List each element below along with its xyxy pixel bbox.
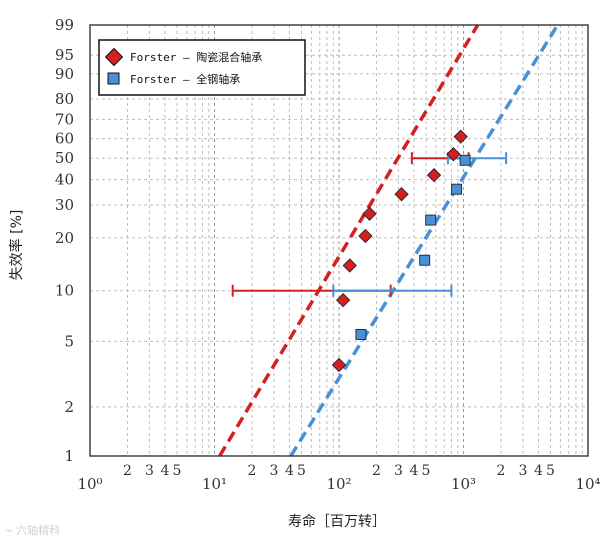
y-tick-label: 40	[55, 171, 74, 189]
x-tick-labels: 10⁰10¹10²10³10⁴234523452345234523	[77, 463, 600, 493]
data-point-ceramic	[342, 258, 357, 273]
x-minor-tick-label: 5	[173, 463, 182, 479]
y-tick-label: 2	[64, 398, 74, 416]
data-point-ceramic	[358, 228, 373, 244]
legend-marker-ceramic	[104, 47, 124, 67]
legend-marker-steel	[107, 72, 120, 85]
x-axis-label: 寿命［百万转］	[288, 513, 386, 530]
y-tick-label: 60	[55, 130, 74, 148]
x-minor-tick-label: 5	[422, 463, 431, 479]
plot-frame	[89, 24, 589, 457]
data-point-steel	[425, 214, 437, 226]
y-tick-label: 70	[55, 110, 74, 128]
data-point-ceramic	[446, 147, 461, 162]
fit-line-0	[218, 24, 480, 457]
error-bars	[231, 152, 508, 297]
data-points	[331, 129, 471, 373]
x-minor-tick-label: 2	[123, 463, 132, 479]
y-tick-label: 50	[55, 149, 74, 167]
data-point-steel	[419, 254, 431, 266]
legend-label-steel: Forster – 全钢轴承	[130, 72, 240, 86]
data-point-ceramic	[394, 187, 409, 202]
x-minor-tick-label: 3	[145, 463, 154, 479]
legend-label-ceramic: Forster – 陶瓷混合轴承	[130, 50, 262, 64]
legend: Forster – 陶瓷混合轴承 Forster – 全钢轴承	[98, 39, 306, 96]
y-tick-label: 80	[55, 90, 74, 108]
data-point-ceramic	[336, 293, 351, 308]
data-point-steel	[459, 154, 471, 166]
data-point-steel	[451, 183, 463, 195]
plot-background	[90, 25, 588, 456]
x-minor-tick-label: 4	[409, 463, 418, 479]
x-minor-tick-label: 2	[248, 463, 257, 479]
y-tick-label: 10	[55, 282, 74, 300]
data-point-ceramic	[331, 357, 347, 373]
x-minor-tick-label: 2	[372, 463, 381, 479]
y-tick-label: 20	[55, 229, 74, 247]
x-major-tick-label: 10³	[451, 475, 476, 493]
x-minor-tick-label: 3	[518, 463, 527, 479]
fit-lines	[218, 24, 560, 457]
x-minor-tick-label: 4	[285, 463, 294, 479]
data-point-ceramic	[426, 168, 442, 183]
x-minor-tick-label: 5	[297, 463, 306, 479]
x-minor-tick-label: 2	[497, 463, 506, 479]
data-point-ceramic	[362, 206, 377, 221]
x-minor-tick-label: 5	[546, 463, 555, 479]
error-bar-1	[332, 284, 453, 297]
y-tick-label: 95	[55, 46, 74, 64]
x-major-tick-label: 10¹	[202, 475, 227, 493]
y-tick-label: 99	[55, 16, 74, 34]
x-major-tick-label: 10⁰	[77, 475, 102, 493]
x-minor-tick-label: 4	[160, 463, 169, 479]
y-axis-label: 失效率 [%]	[8, 210, 25, 281]
data-point-steel	[355, 329, 367, 340]
watermark: ⌁ 六轴精科	[6, 524, 61, 537]
x-minor-tick-label: 4	[534, 463, 543, 479]
y-tick-label: 1	[64, 447, 74, 465]
legend-box	[98, 39, 306, 96]
y-tick-label: 30	[55, 196, 74, 214]
y-tick-label: 90	[55, 65, 74, 83]
y-tick-label: 5	[64, 332, 74, 350]
data-point-ceramic	[453, 129, 468, 144]
x-major-tick-label: 10²	[326, 475, 351, 493]
x-minor-tick-label: 3	[394, 463, 403, 479]
x-major-tick-label: 10⁴	[575, 475, 600, 493]
x-minor-tick-label: 3	[269, 463, 278, 479]
